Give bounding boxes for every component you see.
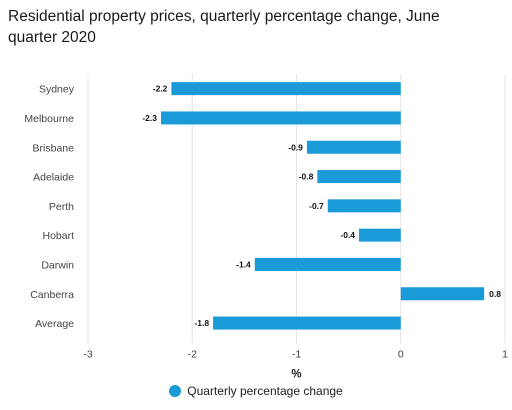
data-label: -2.3: [142, 113, 157, 123]
bar: [359, 228, 401, 242]
chart-title: Residential property prices, quarterly p…: [8, 8, 440, 46]
category-label: Perth: [49, 201, 74, 213]
category-label: Canberra: [30, 289, 74, 301]
bar: [171, 82, 401, 96]
data-label: -0.9: [288, 142, 303, 152]
x-tick-labels: -3 -2 -1 0 1: [83, 349, 508, 361]
data-label: -0.7: [309, 201, 324, 211]
bar: [213, 316, 401, 330]
category-label: Brisbane: [33, 142, 75, 154]
x-tick-label: 0: [398, 349, 404, 361]
category-label: Sydney: [39, 84, 75, 96]
x-tick-label: -2: [188, 349, 197, 361]
bar-series: [160, 82, 485, 330]
bar: [317, 170, 401, 184]
bar: [327, 199, 401, 213]
bar: [306, 140, 401, 154]
value-labels: -2.2 -2.3 -0.9 -0.8 -0.7 -0.4 -1.4 0.8 -1.8: [142, 84, 501, 328]
x-tick-label: -1: [292, 349, 301, 361]
data-label: -0.4: [340, 230, 355, 240]
legend: Quarterly percentage change: [0, 384, 512, 398]
bar: [254, 257, 401, 271]
category-label: Darwin: [41, 259, 74, 271]
legend-label: Quarterly percentage change: [187, 384, 343, 398]
x-tick-label: -3: [83, 349, 92, 361]
data-label: -0.8: [299, 172, 314, 182]
bar: [160, 111, 401, 125]
category-label: Hobart: [42, 230, 74, 242]
data-label: -1.8: [194, 318, 209, 328]
data-label: -2.2: [153, 84, 168, 94]
x-axis-title: %: [291, 369, 301, 380]
legend-swatch: [169, 385, 182, 397]
data-label: -1.4: [236, 259, 251, 269]
data-label: 0.8: [489, 289, 501, 299]
category-labels: Sydney Melbourne Brisbane Adelaide Perth Hoba…: [24, 84, 74, 330]
category-label: Adelaide: [33, 172, 74, 184]
category-label: Average: [35, 318, 74, 330]
bar: [400, 287, 485, 301]
category-label: Melbourne: [24, 113, 74, 125]
chart-plot: Sydney Melbourne Brisbane Adelaide Perth Hoba…: [24, 74, 508, 380]
x-tick-label: 1: [502, 349, 508, 361]
